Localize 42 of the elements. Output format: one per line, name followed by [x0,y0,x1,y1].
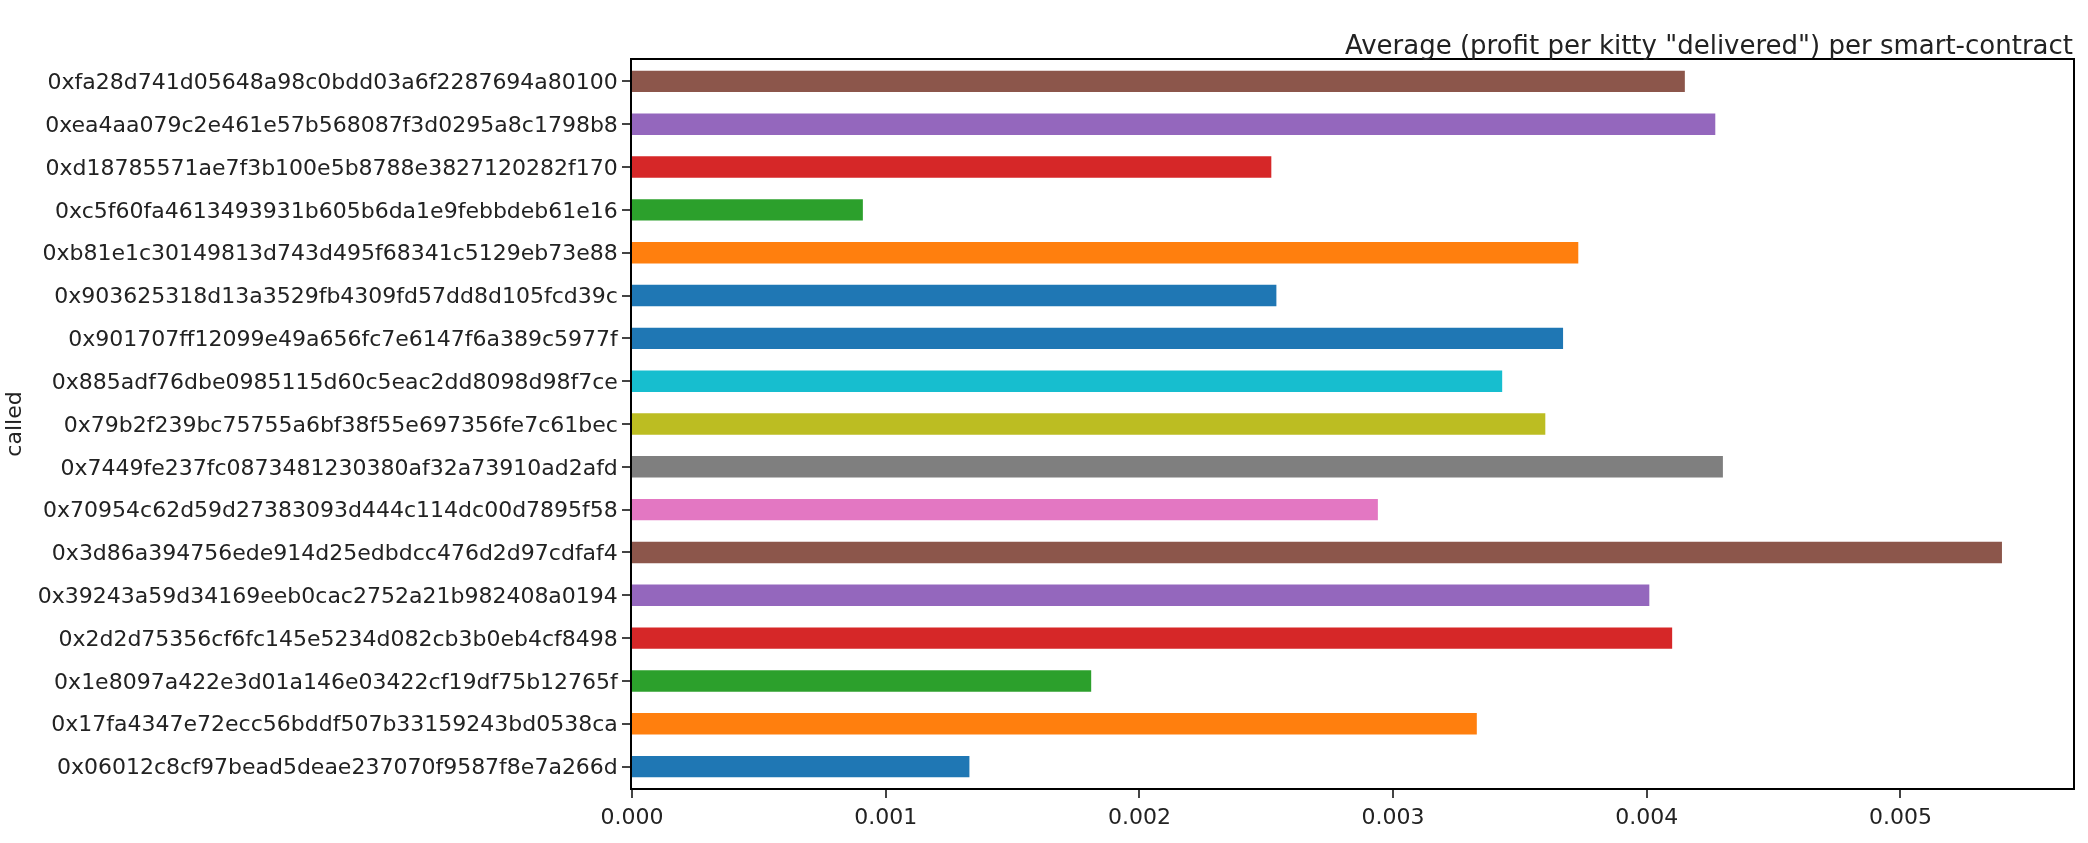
bar [632,498,1378,521]
x-tick-label: 0.005 [1869,804,1932,830]
bar [632,242,1579,264]
bar [632,113,1716,135]
y-tick-label: 0xea4aa079c2e461e57b568087f3d0295a8c1798b8 [45,111,618,137]
x-tick-label: 0.003 [1361,804,1425,830]
y-tick-label: 0x06012c8cf97bead5deae237070f9587f8e7a266d [57,754,618,780]
y-tick-label: 0x885adf76dbe0985115d60c5eac2dd8098d98f7ce [51,368,618,394]
y-tick-label: 0x1e8097a422e3d01a146e03422cf19df75b12765f [54,668,620,694]
bar [632,199,863,221]
y-tick-label: 0xc5f60fa4613493931b605b6da1e9febbdeb61e16 [55,197,618,223]
bar [632,70,1685,93]
y-tick-label: 0x3d86a394756ede914d25edbdcc476d2d97cdfaf4 [51,540,618,566]
y-tick-label: 0x7449fe237fc0873481230380af32a73910ad2afd [60,454,618,480]
x-tick-label: 0.000 [600,804,664,830]
bar [632,627,1673,649]
bar [632,156,1272,178]
bar [632,755,970,778]
x-tick-label: 0.004 [1615,804,1679,830]
bar [632,370,1503,392]
y-tick-label: 0x79b2f239bc75755a6bf38f55e697356fe7c61bec [63,411,618,437]
bar [632,413,1546,435]
bar [632,584,1650,606]
x-tick-label: 0.002 [1107,804,1171,830]
y-tick-label: 0x39243a59d34169eeb0cac2752a21b982408a0194 [37,582,618,608]
y-tick-label: 0xb81e1c30149813d743d495f68341c5129eb73e88 [42,240,618,266]
y-tick-label: 0x901707ff12099e49a656fc7e6147f6a389c5977f [68,326,620,352]
x-tick-label: 0.001 [854,804,918,830]
y-axis-title: called [1,391,27,457]
y-tick-label: 0x2d2d75356cf6fc145e5234d082cb3b0eb4cf8498 [58,625,618,651]
bar [632,284,1277,307]
bar [632,456,1723,478]
bar [632,670,1092,692]
y-tick-label: 0xfa28d741d05648a98c0bdd03a6f2287694a80100 [47,69,618,95]
bar [632,713,1477,735]
bar [632,541,2002,564]
chart-title: Average (profit per kitty "delivered") per smart-contract [1344,29,2073,60]
bar [632,327,1564,350]
y-tick-label: 0x903625318d13a3529fb4309fd57dd8d105fcd39c [54,283,618,309]
y-tick-label: 0xd18785571ae7f3b100e5b8788e3827120282f170 [45,154,618,180]
y-tick-label: 0x70954c62d59d27383093d444c114dc00d7895f58 [43,497,618,523]
y-tick-label: 0x17fa4347e72ecc56bddf507b33159243bd0538ca [51,711,618,737]
